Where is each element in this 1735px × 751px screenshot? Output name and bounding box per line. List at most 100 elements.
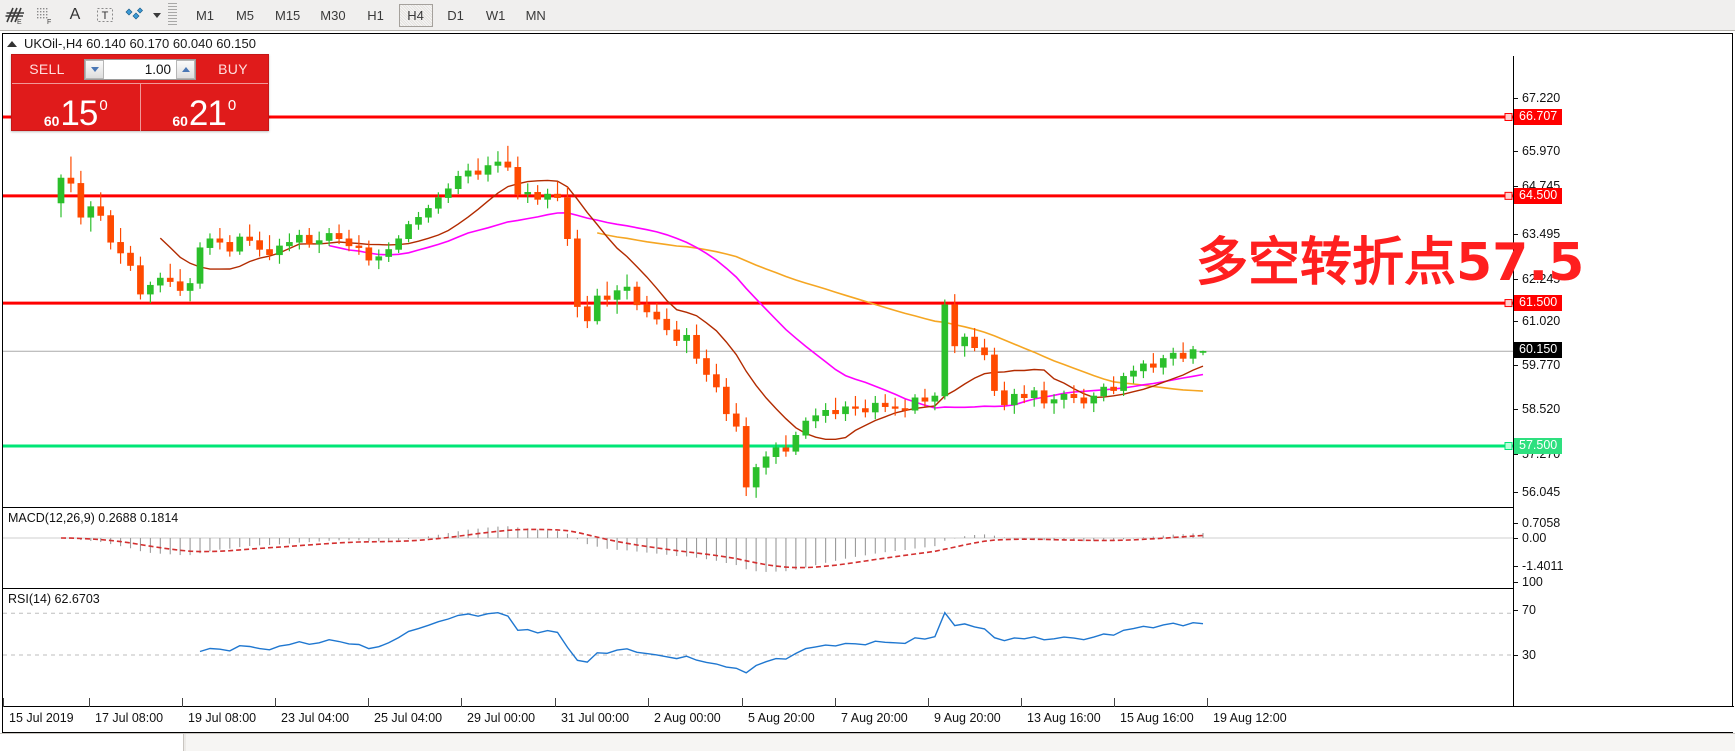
time-axis-tick [835, 698, 836, 707]
candle-body [464, 170, 472, 177]
text-tool-icon[interactable]: A [69, 6, 81, 23]
candle-body [107, 215, 114, 243]
chevron-down-icon[interactable] [150, 1, 164, 30]
candle-body [842, 406, 849, 415]
one-click-trading-panel[interactable]: SELL 1.00 BUY 60 15 0 [11, 54, 269, 131]
resistance-level-badge[interactable]: 64.500 [1514, 188, 1563, 204]
status-tab-primary[interactable] [0, 734, 184, 751]
candle-body [1050, 399, 1058, 404]
candle-body [1070, 393, 1078, 399]
rsi-pane[interactable]: RSI(14) 62.6703 [3, 590, 1515, 721]
candle-body [1030, 390, 1038, 399]
candle-body [911, 397, 919, 411]
candle-body [524, 192, 532, 195]
candle-body [494, 161, 502, 166]
text-label-icon[interactable]: T [90, 1, 120, 30]
candle-body [901, 408, 909, 411]
indicators-icon[interactable]: E [0, 1, 30, 30]
timeframe-m30[interactable]: M30 [320, 7, 346, 23]
buy-price-whole: 60 [172, 113, 188, 129]
candle-body [852, 406, 859, 409]
candle-body [514, 167, 522, 195]
candle-body [444, 188, 452, 198]
rsi-axis-tick: 70 [1514, 603, 1536, 617]
candle-body [871, 402, 879, 413]
current-price-badge[interactable]: 60.150 [1514, 342, 1563, 358]
price-scale-axis[interactable]: 67.220 65.970 64.745 63.495 62.245 61.020 59.7… [1513, 56, 1732, 721]
sell-price[interactable]: 60 15 0 [12, 83, 141, 131]
price-pane[interactable] [3, 56, 1515, 508]
timeframe-m1[interactable]: M1 [195, 7, 215, 23]
sell-price-pip: 0 [99, 97, 108, 114]
timeframe-h4[interactable]: H4 [398, 3, 433, 27]
candle-body [574, 238, 581, 307]
timeframe-d1[interactable]: D1 [447, 7, 464, 23]
symbol-info-line: UKOil-,H4 60.140 60.170 60.040 60.150 [7, 36, 256, 51]
candle-body [206, 238, 214, 248]
rsi-chart-svg [3, 611, 1515, 674]
candle-body [742, 426, 750, 488]
timeframe-m15[interactable]: M15 [275, 7, 301, 23]
resistance-level-badge[interactable]: 61.500 [1514, 295, 1563, 311]
timeframe-h1[interactable]: H1 [367, 7, 384, 23]
volume-value[interactable]: 1.00 [144, 61, 171, 77]
collapse-triangle-icon[interactable] [7, 40, 17, 47]
candle-body [454, 175, 462, 189]
volume-decrement-button[interactable] [85, 59, 104, 79]
candle-body [415, 217, 422, 225]
level-handle [1504, 442, 1513, 450]
candle-body [296, 234, 303, 243]
candle-body [703, 358, 710, 375]
candle-body [772, 447, 780, 457]
rsi-axis-tick: 100 [1514, 575, 1543, 589]
candle-body [1001, 390, 1008, 406]
macd-pane[interactable]: MACD(12,26,9) 0.2688 0.1814 [3, 509, 1515, 589]
candle-body [613, 290, 621, 300]
support-level-badge[interactable]: 57.500 [1514, 438, 1563, 454]
volume-increment-button[interactable] [176, 59, 195, 79]
candle-body [832, 410, 839, 415]
candle-body [683, 334, 690, 341]
candle-body [156, 277, 164, 286]
time-axis-label: 25 Jul 04:00 [374, 711, 443, 725]
macd-histogram [70, 526, 1204, 572]
time-axis-tick [928, 698, 929, 707]
candle-body [723, 386, 730, 415]
time-axis-tick [182, 698, 183, 707]
time-axis-label: 7 Aug 20:00 [841, 711, 908, 725]
candle-body [67, 177, 75, 184]
time-axis-tick [1021, 698, 1022, 707]
crosshair-grid-icon[interactable]: F [30, 1, 60, 30]
objects-icon[interactable] [120, 1, 150, 30]
status-tab-secondary[interactable] [186, 734, 1735, 751]
timeframe-mn[interactable]: MN [525, 7, 546, 23]
chart-annotation-text[interactable]: 多空转折点57.5 [1196, 233, 1585, 293]
resistance-level-badge[interactable]: 66.707 [1514, 109, 1563, 125]
candle-body [822, 410, 829, 416]
buy-price[interactable]: 60 21 0 [140, 83, 268, 131]
candle-body [1020, 393, 1028, 399]
buy-button[interactable]: BUY [218, 61, 248, 77]
chart-area[interactable]: UKOil-,H4 60.140 60.170 60.040 60.150 MA… [2, 33, 1734, 733]
candle-body [435, 197, 442, 209]
candle-body [564, 197, 571, 239]
candle-body [375, 256, 383, 261]
candle-body [1169, 352, 1177, 359]
candle-body [137, 265, 144, 295]
candle-body [365, 247, 373, 261]
candle-body [633, 286, 641, 306]
candle-body [335, 233, 343, 239]
time-scale-axis[interactable]: 15 Jul 2019 17 Jul 08:00 19 Jul 08:00 23 Ju… [3, 698, 1734, 732]
candle-body [812, 415, 820, 422]
chart-toolbar: E F A T [0, 0, 1735, 31]
timeframe-m5[interactable]: M5 [235, 7, 255, 23]
candle-body [693, 334, 700, 359]
candle-body [484, 165, 492, 175]
volume-stepper[interactable]: 1.00 [84, 58, 196, 80]
price-axis-tick: 56.045 [1514, 485, 1560, 499]
candle-body [147, 284, 154, 295]
sell-button[interactable]: SELL [29, 61, 65, 77]
timeframe-w1[interactable]: W1 [485, 7, 506, 23]
candle-body [554, 193, 561, 198]
sell-price-whole: 60 [43, 113, 60, 129]
